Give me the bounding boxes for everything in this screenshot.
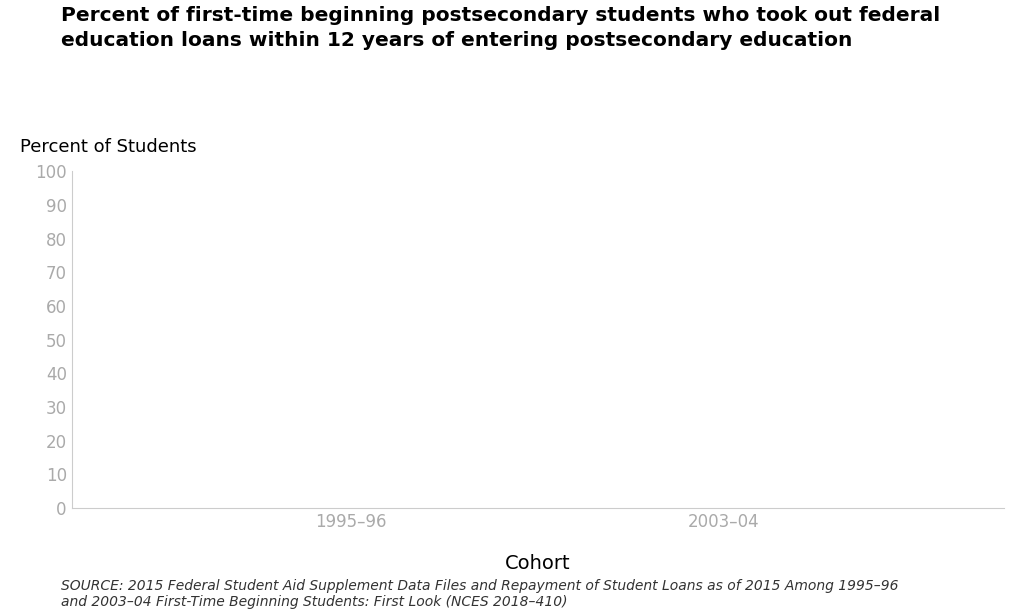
Text: Cohort: Cohort	[505, 554, 570, 573]
Text: Percent of first-time beginning postsecondary students who took out federal
educ: Percent of first-time beginning postseco…	[61, 6, 941, 50]
Text: Percent of Students: Percent of Students	[20, 138, 197, 156]
Text: SOURCE: 2015 Federal Student Aid Supplement Data Files and Repayment of Student : SOURCE: 2015 Federal Student Aid Supplem…	[61, 579, 899, 609]
